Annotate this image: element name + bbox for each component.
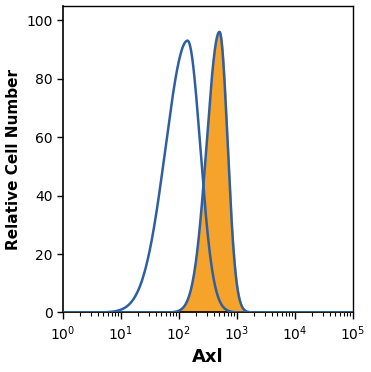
Y-axis label: Relative Cell Number: Relative Cell Number [6, 68, 20, 250]
X-axis label: Axl: Axl [192, 349, 224, 366]
